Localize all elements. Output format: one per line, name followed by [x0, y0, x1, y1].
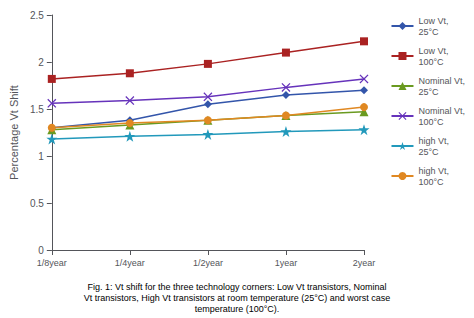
svg-text:2.5: 2.5 [30, 10, 44, 21]
svg-text:2: 2 [38, 57, 44, 68]
svg-text:1.5: 1.5 [30, 104, 44, 115]
svg-text:Vt transistors, High Vt transi: Vt transistors, High Vt transistors at r… [84, 293, 391, 303]
svg-text:1/2year: 1/2year [193, 258, 223, 268]
svg-text:1/8year: 1/8year [37, 258, 67, 268]
svg-text:Nominal Vt,: Nominal Vt, [418, 106, 465, 116]
svg-text:1/4year: 1/4year [115, 258, 145, 268]
svg-text:2year: 2year [353, 258, 376, 268]
svg-text:100°C: 100°C [418, 177, 444, 187]
svg-text:25°C: 25°C [418, 87, 439, 97]
svg-text:temperature (100°C).: temperature (100°C). [195, 304, 280, 314]
svg-text:Fig. 1: Vt shift for the three: Fig. 1: Vt shift for the three technolog… [87, 282, 386, 292]
svg-text:25°C: 25°C [418, 147, 439, 157]
svg-text:high Vt,: high Vt, [418, 166, 449, 176]
svg-text:100°C: 100°C [418, 57, 444, 67]
svg-text:high Vt,: high Vt, [418, 136, 449, 146]
svg-text:25°C: 25°C [418, 27, 439, 37]
svg-text:Low Vt,: Low Vt, [418, 46, 448, 56]
svg-text:0: 0 [38, 245, 44, 256]
svg-text:1year: 1year [275, 258, 298, 268]
svg-text:Low Vt,: Low Vt, [418, 16, 448, 26]
svg-text:0.5: 0.5 [30, 198, 44, 209]
svg-text:100°C: 100°C [418, 117, 444, 127]
svg-text:Nominal Vt,: Nominal Vt, [418, 76, 465, 86]
svg-text:Percentage Vt Shift: Percentage Vt Shift [8, 85, 20, 180]
svg-text:1: 1 [38, 151, 44, 162]
